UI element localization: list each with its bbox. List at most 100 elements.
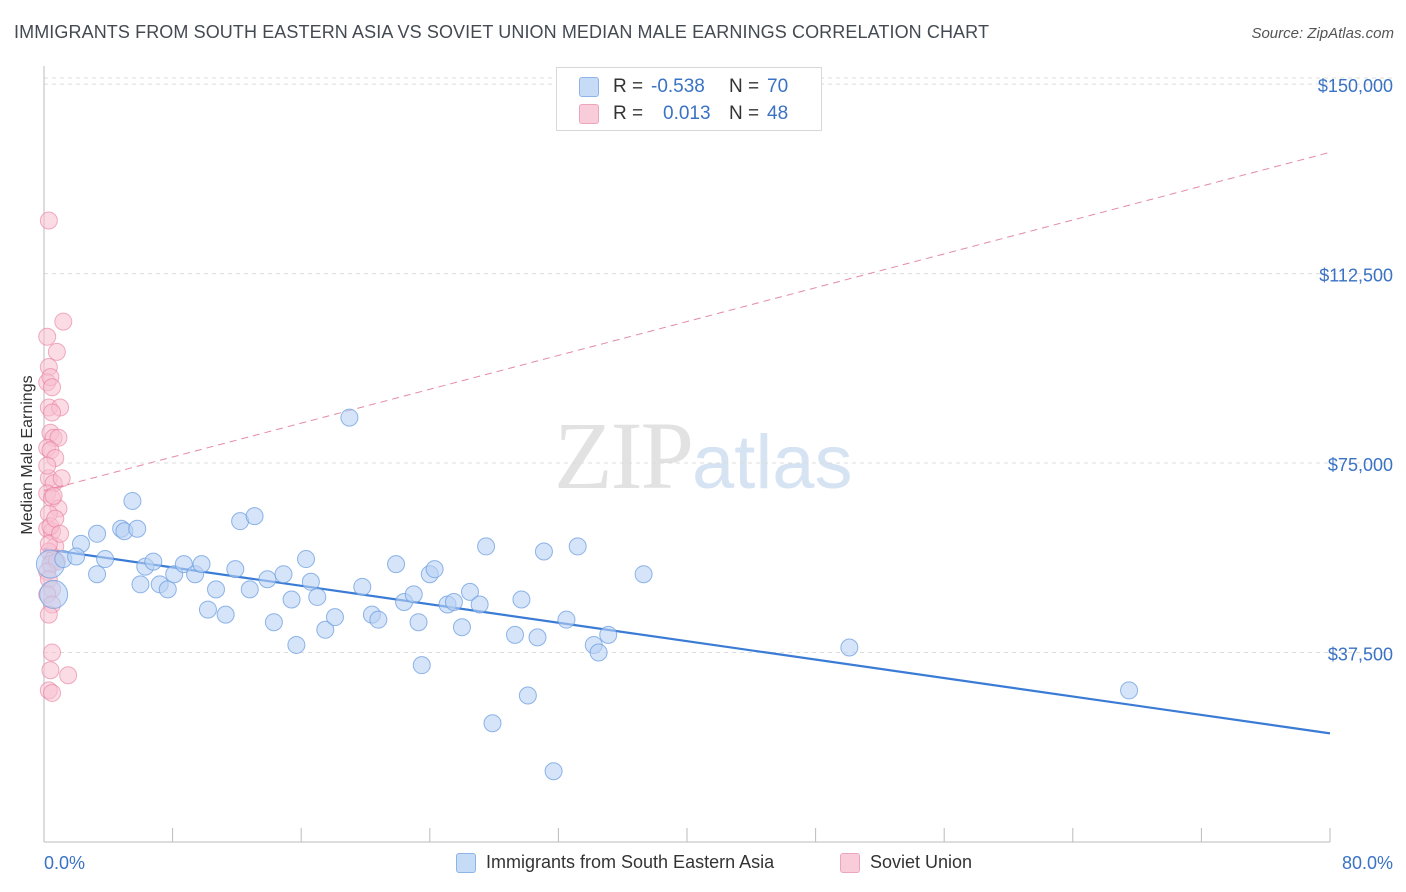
- legend-n-label: N =: [729, 76, 760, 97]
- bottom-legend-sea: Immigrants from South Eastern Asia: [456, 852, 774, 873]
- data-point-soviet: [46, 509, 65, 528]
- data-point-sea: [340, 408, 359, 427]
- data-point-sea: [96, 550, 115, 569]
- tick-labels: $150,000 $112,500 $75,000 $37,500 0.0% 80.0%: [44, 76, 1393, 873]
- data-point-sea: [192, 555, 211, 574]
- data-point-sea: [409, 613, 428, 632]
- data-point-sea: [282, 590, 301, 609]
- data-point-sea: [505, 625, 524, 644]
- data-point-sea: [39, 579, 69, 609]
- legend-r-label: R =: [613, 76, 644, 97]
- y-axis-label: Median Male Earnings: [19, 375, 36, 534]
- data-point-sea: [634, 565, 653, 584]
- legend-r-label: R =: [613, 103, 644, 124]
- data-point-soviet: [59, 666, 78, 685]
- data-point-sea: [240, 580, 259, 599]
- data-point-sea: [404, 585, 423, 604]
- x-tick-label-max: 80.0%: [1342, 853, 1393, 873]
- grid-lines: [44, 77, 1392, 654]
- data-point-sea: [599, 625, 618, 644]
- bottom-legend-soviet: Soviet Union: [840, 852, 972, 873]
- data-point-sea: [308, 587, 327, 606]
- data-point-sea: [1120, 681, 1139, 700]
- data-point-sea: [840, 638, 859, 657]
- data-point-sea: [534, 542, 553, 561]
- sea-immigrants-points: [35, 408, 1139, 781]
- data-point-sea: [123, 491, 142, 510]
- data-point-soviet: [43, 378, 62, 397]
- data-point-sea: [274, 565, 293, 584]
- data-point-sea: [412, 656, 431, 675]
- data-point-soviet: [38, 327, 57, 346]
- data-point-sea: [174, 555, 193, 574]
- data-point-sea: [144, 552, 163, 571]
- y-tick-label: $75,000: [1328, 455, 1393, 475]
- watermark-atlas: atlas: [692, 420, 853, 505]
- data-point-sea: [88, 565, 107, 584]
- bottom-legend-swatch-blue: [456, 852, 476, 873]
- trend-line-soviet: [43, 151, 1331, 492]
- data-point-sea: [207, 580, 226, 599]
- y-tick-label: $150,000: [1318, 76, 1393, 96]
- data-point-sea: [325, 608, 344, 627]
- legend-n-value: 70: [767, 76, 789, 97]
- data-point-sea: [316, 620, 335, 639]
- legend-swatch-blue: [579, 77, 599, 97]
- data-point-sea: [245, 507, 264, 526]
- watermark-zip: ZIP: [554, 402, 694, 509]
- data-point-sea: [128, 519, 147, 538]
- data-point-sea: [387, 555, 406, 574]
- y-tick-label: $37,500: [1328, 645, 1393, 665]
- data-point-sea: [198, 600, 217, 619]
- data-point-sea: [369, 610, 388, 629]
- data-point-soviet: [44, 486, 63, 505]
- data-point-sea: [216, 605, 235, 624]
- data-point-sea: [528, 628, 547, 647]
- data-point-sea: [287, 635, 306, 654]
- data-point-sea: [544, 762, 563, 781]
- data-point-sea: [131, 575, 150, 594]
- legend-n-label: N =: [729, 103, 760, 124]
- bottom-legend-swatch-pink: [840, 852, 860, 873]
- data-point-soviet: [43, 683, 62, 702]
- legend-r-value: -0.538: [651, 76, 705, 97]
- data-point-soviet: [51, 524, 70, 543]
- data-point-sea: [568, 537, 587, 556]
- data-point-sea: [353, 577, 372, 596]
- data-point-sea: [258, 570, 277, 589]
- axes: [43, 66, 1331, 843]
- data-point-sea: [460, 582, 479, 601]
- data-point-sea: [297, 550, 316, 569]
- data-point-sea: [452, 618, 471, 637]
- data-point-soviet: [54, 312, 73, 331]
- x-tick-label-min: 0.0%: [44, 853, 85, 873]
- data-point-soviet: [41, 661, 60, 680]
- data-point-sea: [518, 686, 537, 705]
- data-point-sea: [483, 714, 502, 733]
- data-point-sea: [589, 643, 608, 662]
- data-point-soviet: [39, 211, 58, 230]
- trend-lines: [43, 151, 1331, 735]
- data-point-sea: [67, 547, 86, 566]
- bottom-legend-label-sea: Immigrants from South Eastern Asia: [486, 852, 775, 872]
- source-label: Source: ZipAtlas.com: [1251, 25, 1394, 42]
- bottom-legend-label-soviet: Soviet Union: [870, 852, 973, 872]
- data-point-soviet: [43, 643, 62, 662]
- legend-swatch-pink: [579, 104, 599, 124]
- data-point-sea: [301, 572, 320, 591]
- data-point-sea: [264, 613, 283, 632]
- y-tick-label: $112,500: [1319, 266, 1393, 286]
- data-point-sea: [470, 595, 489, 614]
- data-point-sea: [88, 524, 107, 543]
- data-point-soviet: [52, 469, 71, 488]
- legend-row-sea: R = -0.538 N = 70: [579, 75, 788, 99]
- legend-r-value: 0.013: [663, 103, 711, 124]
- legend: R = -0.538 N = 70 R = 0.013 N = 48: [556, 67, 822, 131]
- data-point-sea: [557, 610, 576, 629]
- data-point-soviet: [43, 403, 62, 422]
- data-point-sea: [226, 560, 245, 579]
- legend-row-soviet: R = 0.013 N = 48: [579, 102, 788, 126]
- data-point-sea: [158, 580, 177, 599]
- watermark: ZIPatlas: [554, 400, 853, 511]
- data-point-soviet: [47, 342, 66, 361]
